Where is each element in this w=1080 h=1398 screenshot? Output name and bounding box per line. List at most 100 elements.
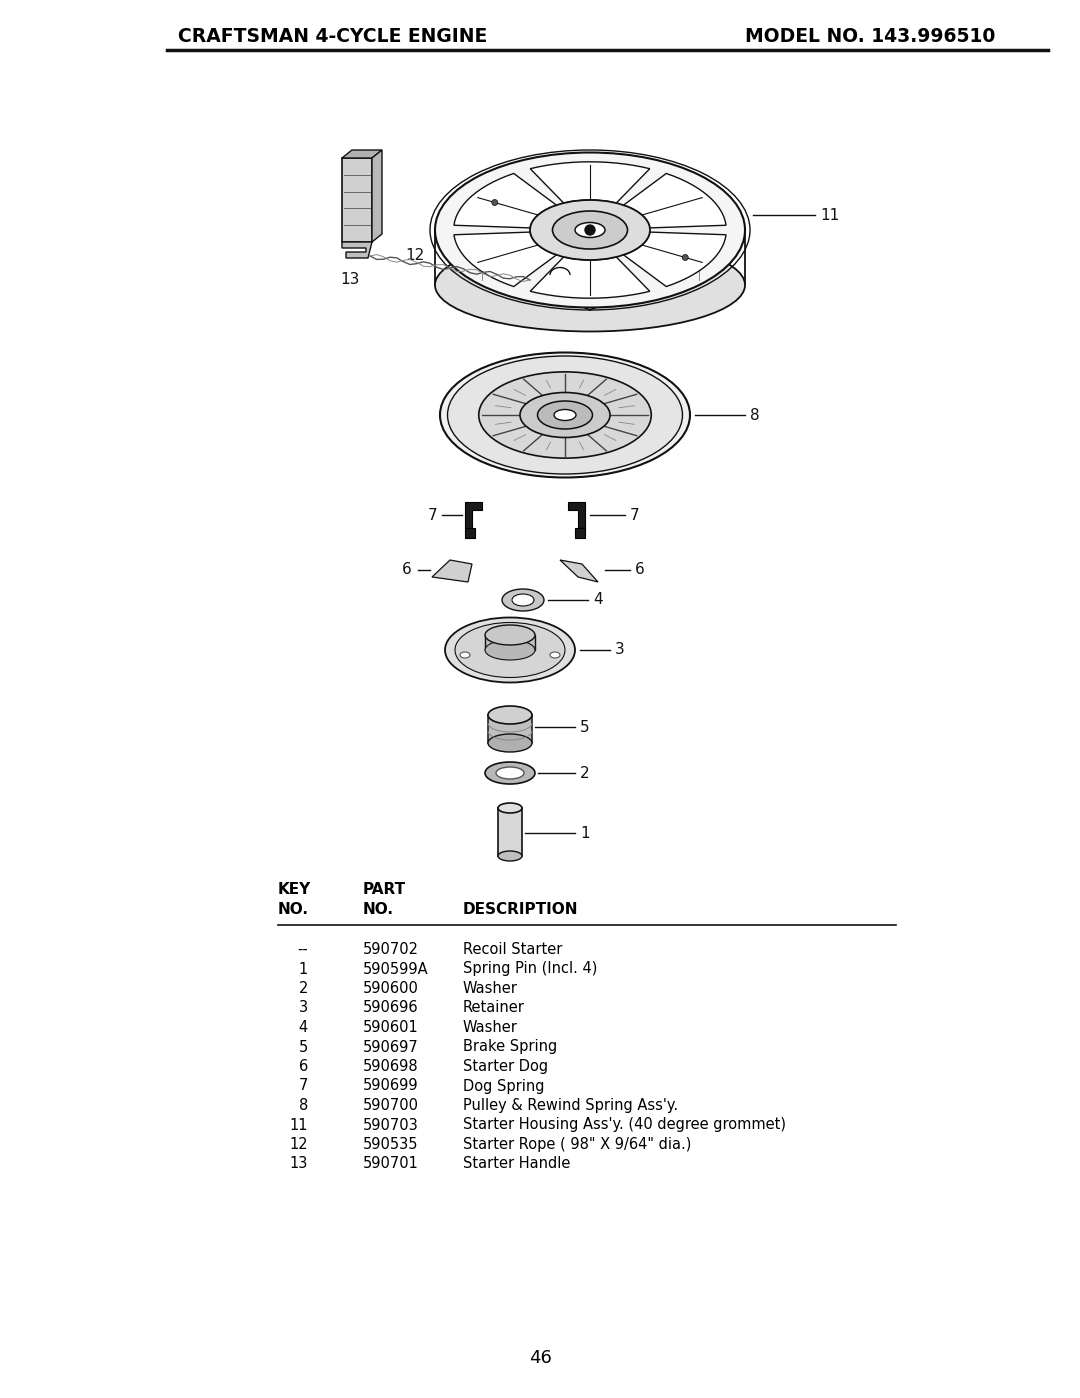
Text: 5: 5 xyxy=(580,720,590,734)
Polygon shape xyxy=(530,257,650,298)
Polygon shape xyxy=(454,173,556,228)
Ellipse shape xyxy=(485,625,535,644)
Text: 13: 13 xyxy=(289,1156,308,1172)
Text: 7: 7 xyxy=(428,507,437,523)
Text: 1: 1 xyxy=(580,825,590,840)
Text: 12: 12 xyxy=(289,1137,308,1152)
Circle shape xyxy=(683,254,688,260)
Ellipse shape xyxy=(488,734,532,752)
Text: Retainer: Retainer xyxy=(463,1001,525,1015)
Text: Dog Spring: Dog Spring xyxy=(463,1078,544,1093)
Ellipse shape xyxy=(485,640,535,660)
Text: NO.: NO. xyxy=(363,902,394,917)
Text: 590600: 590600 xyxy=(363,981,419,995)
Ellipse shape xyxy=(440,352,690,478)
Polygon shape xyxy=(465,502,482,528)
Text: Starter Rope ( 98" X 9/64" dia.): Starter Rope ( 98" X 9/64" dia.) xyxy=(463,1137,691,1152)
Polygon shape xyxy=(432,561,472,582)
Text: 590599A: 590599A xyxy=(363,962,429,976)
Text: 3: 3 xyxy=(615,643,624,657)
Text: 6: 6 xyxy=(635,562,645,577)
Text: 4: 4 xyxy=(299,1021,308,1035)
Text: KEY: KEY xyxy=(278,882,311,898)
Polygon shape xyxy=(465,528,475,538)
Ellipse shape xyxy=(488,706,532,724)
Ellipse shape xyxy=(445,618,575,682)
Ellipse shape xyxy=(530,200,650,260)
Text: Starter Dog: Starter Dog xyxy=(463,1060,549,1074)
Text: DESCRIPTION: DESCRIPTION xyxy=(463,902,579,917)
Text: 13: 13 xyxy=(340,273,360,288)
Ellipse shape xyxy=(512,594,534,605)
Polygon shape xyxy=(623,173,726,228)
Text: 3: 3 xyxy=(299,1001,308,1015)
Ellipse shape xyxy=(485,762,535,784)
Polygon shape xyxy=(342,158,372,242)
Text: 4: 4 xyxy=(593,593,603,608)
Polygon shape xyxy=(342,150,382,158)
Ellipse shape xyxy=(455,622,565,678)
Text: 2: 2 xyxy=(580,766,590,780)
Text: Washer: Washer xyxy=(463,981,518,995)
Ellipse shape xyxy=(478,372,651,459)
Polygon shape xyxy=(575,528,585,538)
Text: 11: 11 xyxy=(820,207,839,222)
Text: 590535: 590535 xyxy=(363,1137,419,1152)
Ellipse shape xyxy=(498,851,522,861)
Ellipse shape xyxy=(498,802,522,814)
Polygon shape xyxy=(530,162,650,203)
Ellipse shape xyxy=(550,651,561,658)
Polygon shape xyxy=(485,635,535,650)
Text: Brake Spring: Brake Spring xyxy=(463,1040,557,1054)
Ellipse shape xyxy=(554,410,576,421)
Text: 590696: 590696 xyxy=(363,1001,419,1015)
Polygon shape xyxy=(498,808,522,856)
Ellipse shape xyxy=(553,211,627,249)
Text: 8: 8 xyxy=(750,407,759,422)
Polygon shape xyxy=(488,714,532,742)
Text: 46: 46 xyxy=(528,1349,552,1367)
Polygon shape xyxy=(372,150,382,242)
Text: Starter Housing Ass'y. (40 degree grommet): Starter Housing Ass'y. (40 degree gromme… xyxy=(463,1117,786,1132)
Text: 590703: 590703 xyxy=(363,1117,419,1132)
Text: 2: 2 xyxy=(299,981,308,995)
Text: MODEL NO. 143.996510: MODEL NO. 143.996510 xyxy=(745,27,995,46)
Text: Washer: Washer xyxy=(463,1021,518,1035)
Text: 5: 5 xyxy=(299,1040,308,1054)
Ellipse shape xyxy=(538,401,593,429)
Text: 12: 12 xyxy=(405,247,424,263)
Polygon shape xyxy=(454,232,556,287)
Ellipse shape xyxy=(519,393,610,438)
Text: 590700: 590700 xyxy=(363,1097,419,1113)
Polygon shape xyxy=(561,561,598,582)
Ellipse shape xyxy=(435,152,745,308)
Text: Recoil Starter: Recoil Starter xyxy=(463,942,563,958)
Ellipse shape xyxy=(460,651,470,658)
Text: PART: PART xyxy=(363,882,406,898)
Text: 6: 6 xyxy=(402,562,411,577)
Ellipse shape xyxy=(435,239,745,331)
Polygon shape xyxy=(623,232,726,287)
Polygon shape xyxy=(568,502,585,528)
Ellipse shape xyxy=(502,589,544,611)
Text: 7: 7 xyxy=(630,507,639,523)
Text: CRAFTSMAN 4-CYCLE ENGINE: CRAFTSMAN 4-CYCLE ENGINE xyxy=(178,27,487,46)
Circle shape xyxy=(491,200,498,206)
Text: 590601: 590601 xyxy=(363,1021,419,1035)
Text: Spring Pin (Incl. 4): Spring Pin (Incl. 4) xyxy=(463,962,597,976)
Text: Starter Handle: Starter Handle xyxy=(463,1156,570,1172)
Text: Pulley & Rewind Spring Ass'y.: Pulley & Rewind Spring Ass'y. xyxy=(463,1097,678,1113)
Text: 590702: 590702 xyxy=(363,942,419,958)
Text: 590701: 590701 xyxy=(363,1156,419,1172)
Polygon shape xyxy=(342,242,372,259)
Text: 11: 11 xyxy=(289,1117,308,1132)
Text: 8: 8 xyxy=(299,1097,308,1113)
Ellipse shape xyxy=(575,222,605,238)
Ellipse shape xyxy=(496,768,524,779)
Text: --: -- xyxy=(297,942,308,958)
Text: 590697: 590697 xyxy=(363,1040,419,1054)
Text: NO.: NO. xyxy=(278,902,309,917)
Circle shape xyxy=(585,225,595,235)
Text: 7: 7 xyxy=(299,1078,308,1093)
Text: 6: 6 xyxy=(299,1060,308,1074)
